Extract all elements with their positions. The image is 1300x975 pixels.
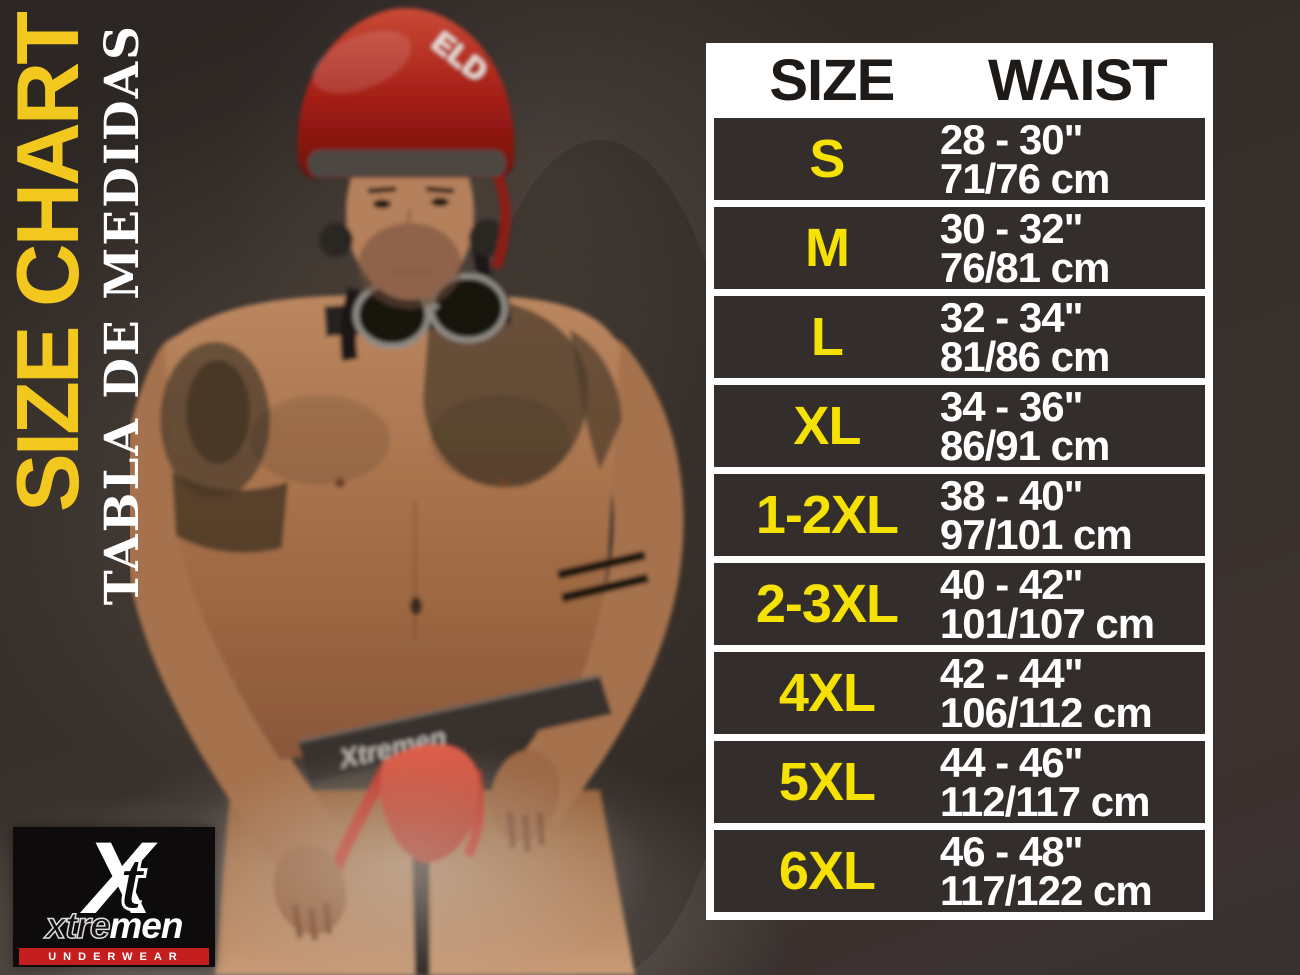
page-title-english: SIZE CHART	[0, 14, 97, 512]
waist-inches: 34 - 36"	[939, 383, 1084, 430]
table-row: M 30 - 32" 76/81 cm	[714, 207, 1205, 289]
waist-cm: 106/112 cm	[939, 689, 1153, 736]
brand-logo: Xt xtremen UNDERWEAR	[13, 827, 215, 967]
size-label: M	[804, 218, 850, 278]
table-row: XL 34 - 36" 86/91 cm	[714, 385, 1205, 467]
model-photo: ELD Xtremen	[130, 8, 730, 975]
column-header-size: SIZE	[769, 48, 895, 113]
waist-inches: 32 - 34"	[939, 294, 1084, 341]
size-chart-table: SIZE WAIST S 28 - 30" 71/76 cm M 30 - 32…	[706, 43, 1213, 920]
table-header-row: SIZE WAIST	[714, 51, 1205, 111]
brand-wordmark: xtremen	[45, 905, 184, 946]
waist-cm: 117/122 cm	[939, 867, 1153, 914]
size-label: 6XL	[778, 841, 876, 901]
waist-value: 40 - 42" 101/107 cm	[939, 561, 1205, 647]
waist-value: 38 - 40" 97/101 cm	[939, 472, 1205, 558]
table-row: 4XL 42 - 44" 106/112 cm	[714, 652, 1205, 734]
waist-value: 34 - 36" 86/91 cm	[939, 383, 1205, 469]
table-row: S 28 - 30" 71/76 cm	[714, 118, 1205, 200]
brand-logo-t: t	[117, 842, 145, 925]
waist-value: 44 - 46" 112/117 cm	[939, 739, 1205, 825]
size-label: S	[809, 129, 845, 189]
waist-value: 32 - 34" 81/86 cm	[939, 294, 1205, 380]
size-label: L	[810, 307, 844, 367]
waist-cm: 71/76 cm	[939, 155, 1110, 202]
size-label: 2-3XL	[755, 574, 899, 634]
waist-inches: 30 - 32"	[939, 205, 1084, 252]
waist-inches: 46 - 48"	[939, 828, 1084, 875]
page-title-spanish: TABLA DE MEDIDAS	[95, 24, 150, 606]
brand-wordmark-outline: xtre	[45, 905, 111, 946]
table-row: L 32 - 34" 81/86 cm	[714, 296, 1205, 378]
column-header-waist: WAIST	[987, 48, 1168, 113]
waist-cm: 112/117 cm	[939, 778, 1151, 825]
size-label: 1-2XL	[755, 485, 899, 545]
size-label: XL	[793, 396, 861, 456]
waist-inches: 40 - 42"	[939, 561, 1084, 608]
size-label: 4XL	[778, 663, 876, 723]
table-row: 6XL 46 - 48" 117/122 cm	[714, 830, 1205, 912]
waist-cm: 101/107 cm	[939, 600, 1155, 647]
waist-cm: 97/101 cm	[939, 511, 1133, 558]
waist-inches: 28 - 30"	[939, 116, 1084, 163]
waist-value: 28 - 30" 71/76 cm	[939, 116, 1205, 202]
waist-inches: 38 - 40"	[939, 472, 1084, 519]
waist-cm: 86/91 cm	[939, 422, 1110, 469]
waist-cm: 76/81 cm	[939, 244, 1110, 291]
waist-value: 42 - 44" 106/112 cm	[939, 650, 1205, 736]
waist-inches: 42 - 44"	[939, 650, 1084, 697]
waist-value: 30 - 32" 76/81 cm	[939, 205, 1205, 291]
brand-underwear-bar: UNDERWEAR	[19, 948, 209, 965]
waist-inches: 44 - 46"	[939, 739, 1084, 786]
table-row: 2-3XL 40 - 42" 101/107 cm	[714, 563, 1205, 645]
table-row: 1-2XL 38 - 40" 97/101 cm	[714, 474, 1205, 556]
table-row: 5XL 44 - 46" 112/117 cm	[714, 741, 1205, 823]
waist-value: 46 - 48" 117/122 cm	[939, 828, 1205, 914]
size-label: 5XL	[778, 752, 876, 812]
waist-cm: 81/86 cm	[939, 333, 1110, 380]
brand-logo-xt: Xt	[85, 827, 153, 929]
